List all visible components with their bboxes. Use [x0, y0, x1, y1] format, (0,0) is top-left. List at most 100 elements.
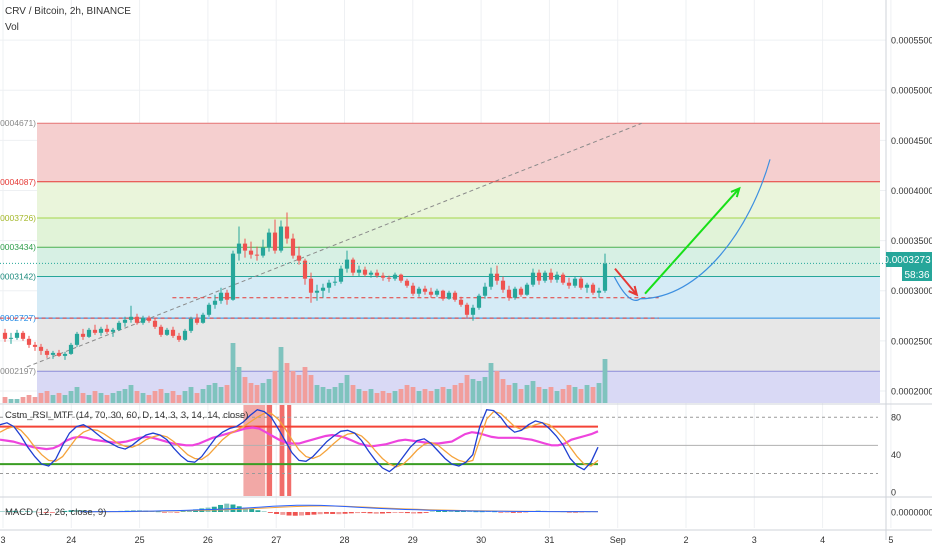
macd-histogram-bar: [280, 512, 286, 515]
volume-bar: [62, 395, 68, 403]
volume-bar: [110, 393, 116, 403]
green-arrow[interactable]: [644, 187, 741, 295]
candle-body: [578, 278, 584, 288]
candle-body: [446, 292, 452, 299]
fib-band: [37, 371, 880, 403]
volume-bar: [296, 375, 302, 403]
candle-body: [200, 314, 206, 323]
candle-body: [272, 232, 278, 251]
candle-body: [380, 275, 386, 278]
volume-bar: [116, 391, 122, 403]
volume-bar: [476, 381, 482, 403]
candle-body: [206, 304, 212, 315]
candle-body: [38, 346, 44, 351]
candle-body: [584, 284, 590, 288]
macd-histogram-bar: [255, 510, 261, 512]
candle-body: [44, 350, 50, 355]
candle-body: [332, 281, 338, 283]
volume-bar: [326, 389, 332, 403]
macd-histogram-bar: [379, 512, 385, 514]
rsi-highlight-band: [279, 405, 285, 496]
time-axis-tick: 28: [339, 535, 349, 545]
rsi-indicator-label[interactable]: Cstm_RSI_MTF (14, 70, 30, 60, D, 14, 3, …: [5, 410, 248, 421]
candle-body: [32, 344, 38, 347]
volume-bar: [590, 387, 596, 403]
time-axis-tick: 30: [476, 535, 486, 545]
candle-body: [152, 320, 158, 327]
macd-histogram-bar: [168, 512, 174, 513]
candle-body: [542, 272, 548, 281]
candle-body: [470, 307, 476, 315]
time-axis-tick: 25: [135, 535, 145, 545]
macd-histogram-bar: [224, 503, 230, 512]
macd-histogram-bar: [442, 510, 448, 512]
rsi-axis-tick: 40: [891, 450, 901, 460]
time-axis-tick: 3: [0, 535, 5, 545]
volume-bar: [320, 387, 326, 403]
macd-histogram-bar: [186, 510, 192, 512]
volume-bar: [146, 395, 152, 403]
candle-body: [434, 290, 440, 295]
price-axis-tick: 0.0003500: [891, 236, 932, 246]
trend-line-dashed[interactable]: [26, 122, 642, 368]
volume-bar: [122, 389, 128, 403]
candle-body: [320, 287, 326, 291]
volume-bar: [518, 389, 524, 403]
macd-histogram-bar: [517, 512, 523, 513]
candle-body: [494, 273, 500, 281]
fib-level-label: (0.0003142): [0, 271, 36, 281]
macd-line: [79, 504, 599, 513]
macd-histogram-bar: [323, 512, 329, 514]
red-arrow[interactable]: [614, 268, 638, 296]
volume-bar: [560, 389, 566, 403]
candle-body: [296, 255, 302, 261]
candle-body: [344, 259, 350, 269]
volume-bar: [152, 391, 158, 403]
macd-histogram-bar: [292, 512, 298, 516]
volume-bar: [14, 399, 20, 403]
macd-histogram-bar: [80, 510, 86, 512]
time-axis-tick: 2: [683, 535, 688, 545]
fibonacci-retracement[interactable]: (0.0004671) (0.0004087) (0.0003726) (0.0003…: [0, 118, 880, 403]
candle-body: [20, 332, 26, 339]
volume-bar: [584, 385, 590, 403]
volume-bar: [464, 375, 470, 403]
time-axis-tick: 4: [820, 535, 825, 545]
time-axis-tick: Sep: [610, 535, 626, 545]
candle-body: [326, 282, 332, 288]
volume-bar: [512, 383, 518, 403]
candle-body: [368, 272, 374, 275]
volume-bar: [470, 379, 476, 403]
fib-band: [37, 247, 880, 277]
volume-bar: [38, 393, 44, 403]
volume-bar: [536, 387, 542, 403]
macd-histogram-bar: [24, 511, 30, 512]
fib-band: [37, 181, 880, 218]
volume-bar: [332, 387, 338, 403]
volume-bar: [68, 391, 74, 403]
candle-body: [26, 338, 32, 345]
drawing-annotations[interactable]: [0, 122, 771, 368]
volume-bar: [92, 391, 98, 403]
volume-bar: [362, 391, 368, 403]
candle-body: [410, 285, 416, 294]
candle-body: [140, 317, 146, 323]
last-price-badge: 0.0003273 58:36: [883, 252, 932, 281]
rsi-highlight-band: [266, 405, 273, 496]
candle-body: [560, 274, 566, 283]
volume-bar: [140, 393, 146, 403]
time-axis-tick: 5: [888, 535, 893, 545]
macd-indicator-label[interactable]: MACD (12, 26, close, 9): [5, 507, 106, 518]
projection-curve[interactable]: [613, 159, 771, 301]
price-axis-tick: 0.0002500: [891, 336, 932, 346]
macd-histogram-bar: [43, 512, 49, 513]
macd-histogram-bar: [417, 512, 423, 514]
candle-body: [362, 269, 368, 275]
candle-body: [128, 316, 134, 320]
candle-body: [224, 292, 230, 300]
candle-body: [422, 288, 428, 292]
candle-body: [566, 282, 572, 286]
fib-level-label: (0.0004087): [0, 177, 36, 187]
